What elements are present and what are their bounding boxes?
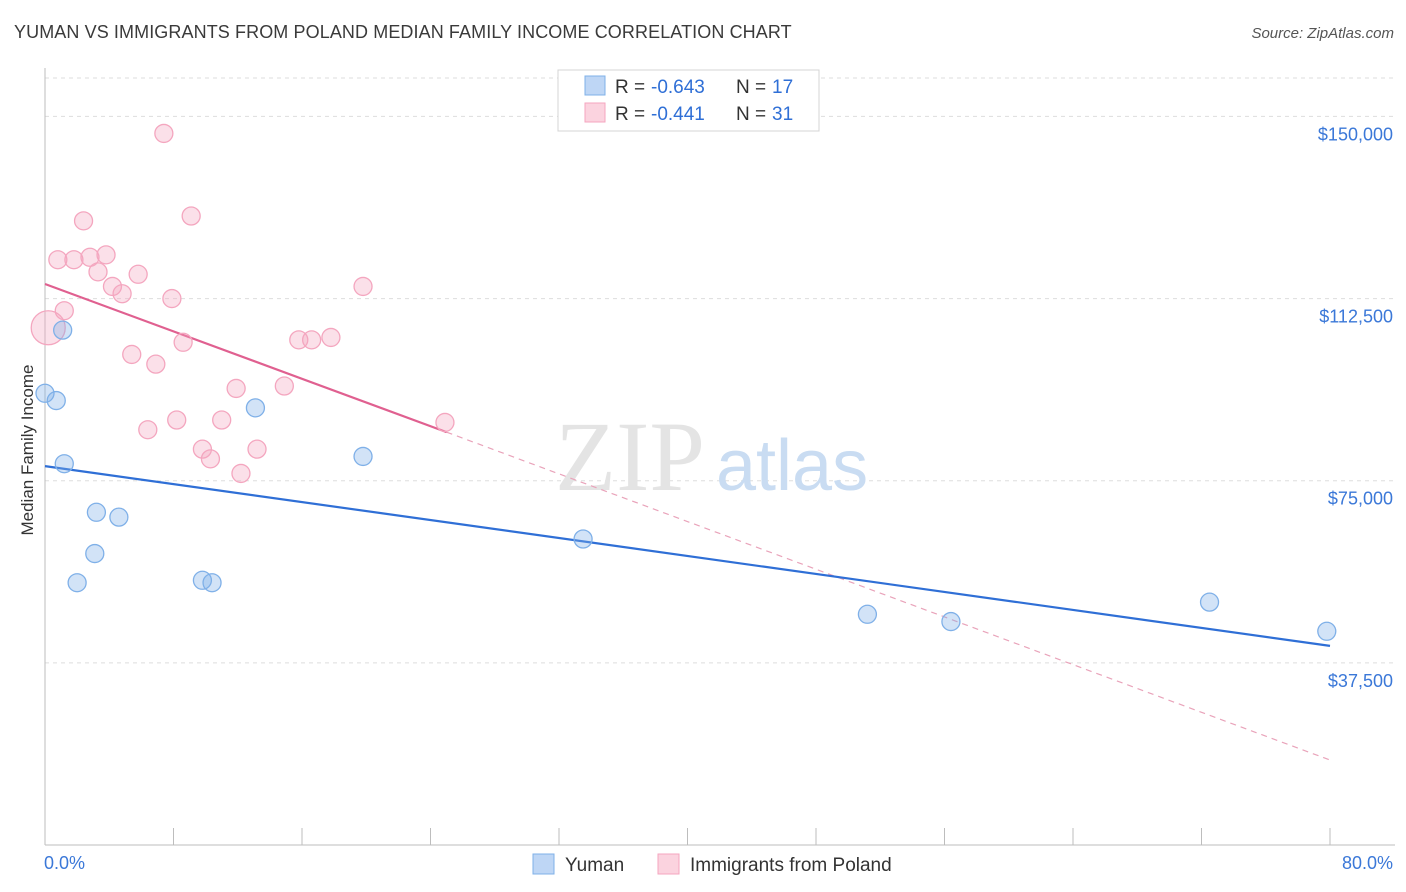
legend-swatch-poland (584, 102, 606, 123)
legend-swatch-yuman (584, 75, 606, 96)
legend-bottom: Yuman Immigrants from Poland (532, 853, 892, 876)
legend-bottom-yuman: Yuman (565, 855, 624, 876)
point-yuman (53, 320, 73, 340)
point-poland (54, 301, 74, 321)
legend-n-value: 17 (772, 77, 793, 98)
point-poland (435, 412, 455, 433)
legend-top: R = -0.643 N = 17 R = -0.441 N = 31 (557, 69, 820, 132)
legend-r-value: -0.441 (651, 104, 705, 125)
point-poland (212, 410, 232, 430)
point-poland (353, 276, 373, 297)
legend-n-value: 31 (772, 104, 793, 125)
point-poland (301, 330, 322, 350)
point-poland (64, 250, 84, 270)
point-yuman (109, 507, 129, 527)
point-poland (274, 376, 294, 396)
point-poland (102, 276, 123, 297)
point-poland (112, 284, 132, 304)
point-yuman (1317, 621, 1337, 641)
y-tick-label: $112,500 (1319, 307, 1393, 327)
point-yuman (857, 604, 878, 624)
point-yuman (353, 446, 373, 467)
legend-bottom-swatch-yuman (532, 853, 555, 875)
point-poland (192, 439, 213, 459)
legend-r-value: -0.643 (651, 77, 705, 98)
point-yuman (35, 383, 55, 403)
point-poland (48, 250, 68, 270)
gridlines (45, 77, 1395, 664)
point-poland (226, 378, 246, 399)
legend-r-label: R = (615, 77, 645, 98)
point-poland (80, 247, 100, 267)
point-yuman (941, 611, 961, 632)
chart-title: YUMAN VS IMMIGRANTS FROM POLAND MEDIAN F… (14, 22, 792, 42)
point-yuman (67, 573, 87, 593)
point-poland (96, 245, 116, 265)
point-poland (231, 463, 251, 484)
point-yuman (202, 573, 222, 593)
point-poland (181, 206, 201, 226)
point-poland (88, 262, 108, 282)
y-tick-label: $150,000 (1318, 124, 1393, 144)
legend-n-label: N = (736, 77, 766, 98)
trend-lines (44, 282, 1331, 761)
point-poland (146, 354, 166, 374)
trend-line-poland-extension (446, 431, 1331, 761)
x-tick-label: 80.0% (1342, 853, 1393, 873)
trend-line-yuman (44, 465, 1331, 647)
point-poland (200, 449, 221, 469)
legend-bottom-poland: Immigrants from Poland (690, 855, 892, 876)
point-yuman (86, 502, 107, 522)
x-tick-label: 0.0% (44, 853, 85, 873)
point-poland (138, 420, 158, 440)
source-label: Source: ZipAtlas.com (1251, 25, 1394, 42)
data-points (30, 123, 1337, 641)
watermark-zip: ZIP (555, 401, 705, 512)
point-yuman (54, 454, 74, 474)
point-poland (128, 264, 148, 284)
y-tick-label: $75,000 (1328, 489, 1393, 509)
point-poland (162, 288, 182, 309)
watermark-atlas: atlas (716, 426, 868, 506)
point-yuman (573, 529, 593, 549)
point-yuman (245, 398, 266, 418)
point-poland (122, 344, 142, 365)
trend-line-poland (44, 282, 447, 434)
point-poland (247, 439, 267, 459)
point-poland (173, 332, 193, 352)
tick-labels: $37,500 $75,000 $112,500 $150,000 0.0% 80.0% (44, 124, 1393, 873)
legend-bottom-swatch-poland (657, 853, 680, 875)
point-poland (73, 211, 94, 231)
legend-r-label: R = (615, 104, 645, 125)
axes (44, 68, 1395, 846)
legend-n-label: N = (736, 104, 766, 125)
point-yuman (46, 390, 66, 411)
watermark: ZIP atlas (555, 401, 868, 512)
point-poland (321, 327, 341, 348)
point-poland (167, 410, 187, 430)
y-tick-label: $37,500 (1328, 671, 1393, 691)
point-poland (154, 123, 174, 144)
point-yuman (85, 543, 105, 564)
point-yuman (1199, 592, 1220, 612)
